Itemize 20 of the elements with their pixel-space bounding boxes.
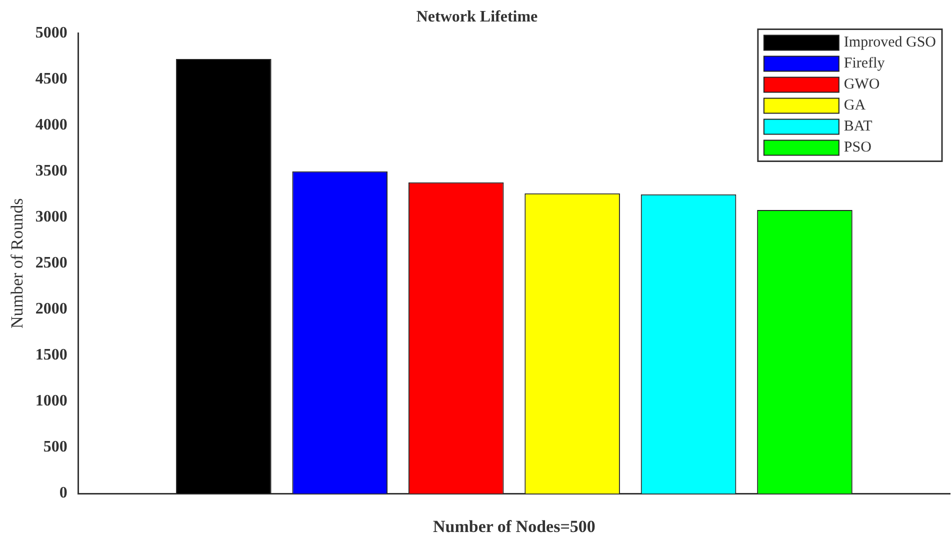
- y-tick-label: 4000: [35, 116, 68, 134]
- y-tick-label: 2500: [35, 254, 68, 272]
- y-tick-label: 2000: [35, 300, 68, 318]
- y-tick-label: 1000: [35, 392, 68, 410]
- y-tick-label: 4500: [35, 70, 68, 88]
- y-tick-label: 1500: [35, 346, 68, 364]
- y-tick-label: 5000: [35, 24, 68, 42]
- y-tick-label: 0: [59, 484, 68, 502]
- y-tick-label: 3500: [35, 162, 68, 180]
- chart-title: Network Lifetime: [416, 8, 538, 26]
- y-tick-label: 500: [43, 438, 68, 456]
- legend-label: BAT: [844, 118, 872, 135]
- legend-label: Firefly: [844, 56, 886, 72]
- legend-label: GA: [844, 98, 866, 114]
- y-tick-label: 3000: [35, 208, 68, 226]
- x-axis-title: Number of Nodes=500: [433, 517, 596, 536]
- legend-label: Improved GSO: [844, 34, 936, 51]
- y-axis-title: Number of Rounds: [8, 198, 27, 329]
- legend-label: GWO: [844, 76, 880, 93]
- legend-label: PSO: [844, 140, 872, 156]
